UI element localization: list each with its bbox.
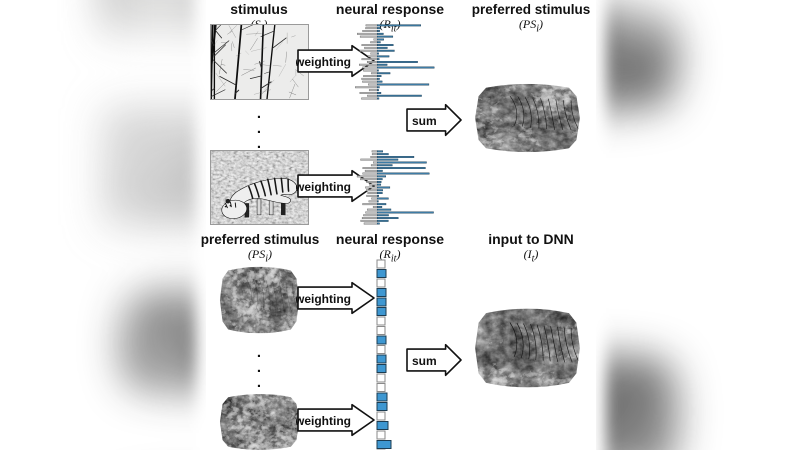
- svg-text:weighting: weighting: [296, 414, 351, 428]
- svg-text:weighting: weighting: [296, 180, 351, 194]
- svg-text:weighting: weighting: [296, 292, 351, 306]
- svg-text:sum: sum: [412, 114, 437, 128]
- svg-text:sum: sum: [412, 354, 437, 368]
- svg-text:weighting: weighting: [296, 55, 351, 69]
